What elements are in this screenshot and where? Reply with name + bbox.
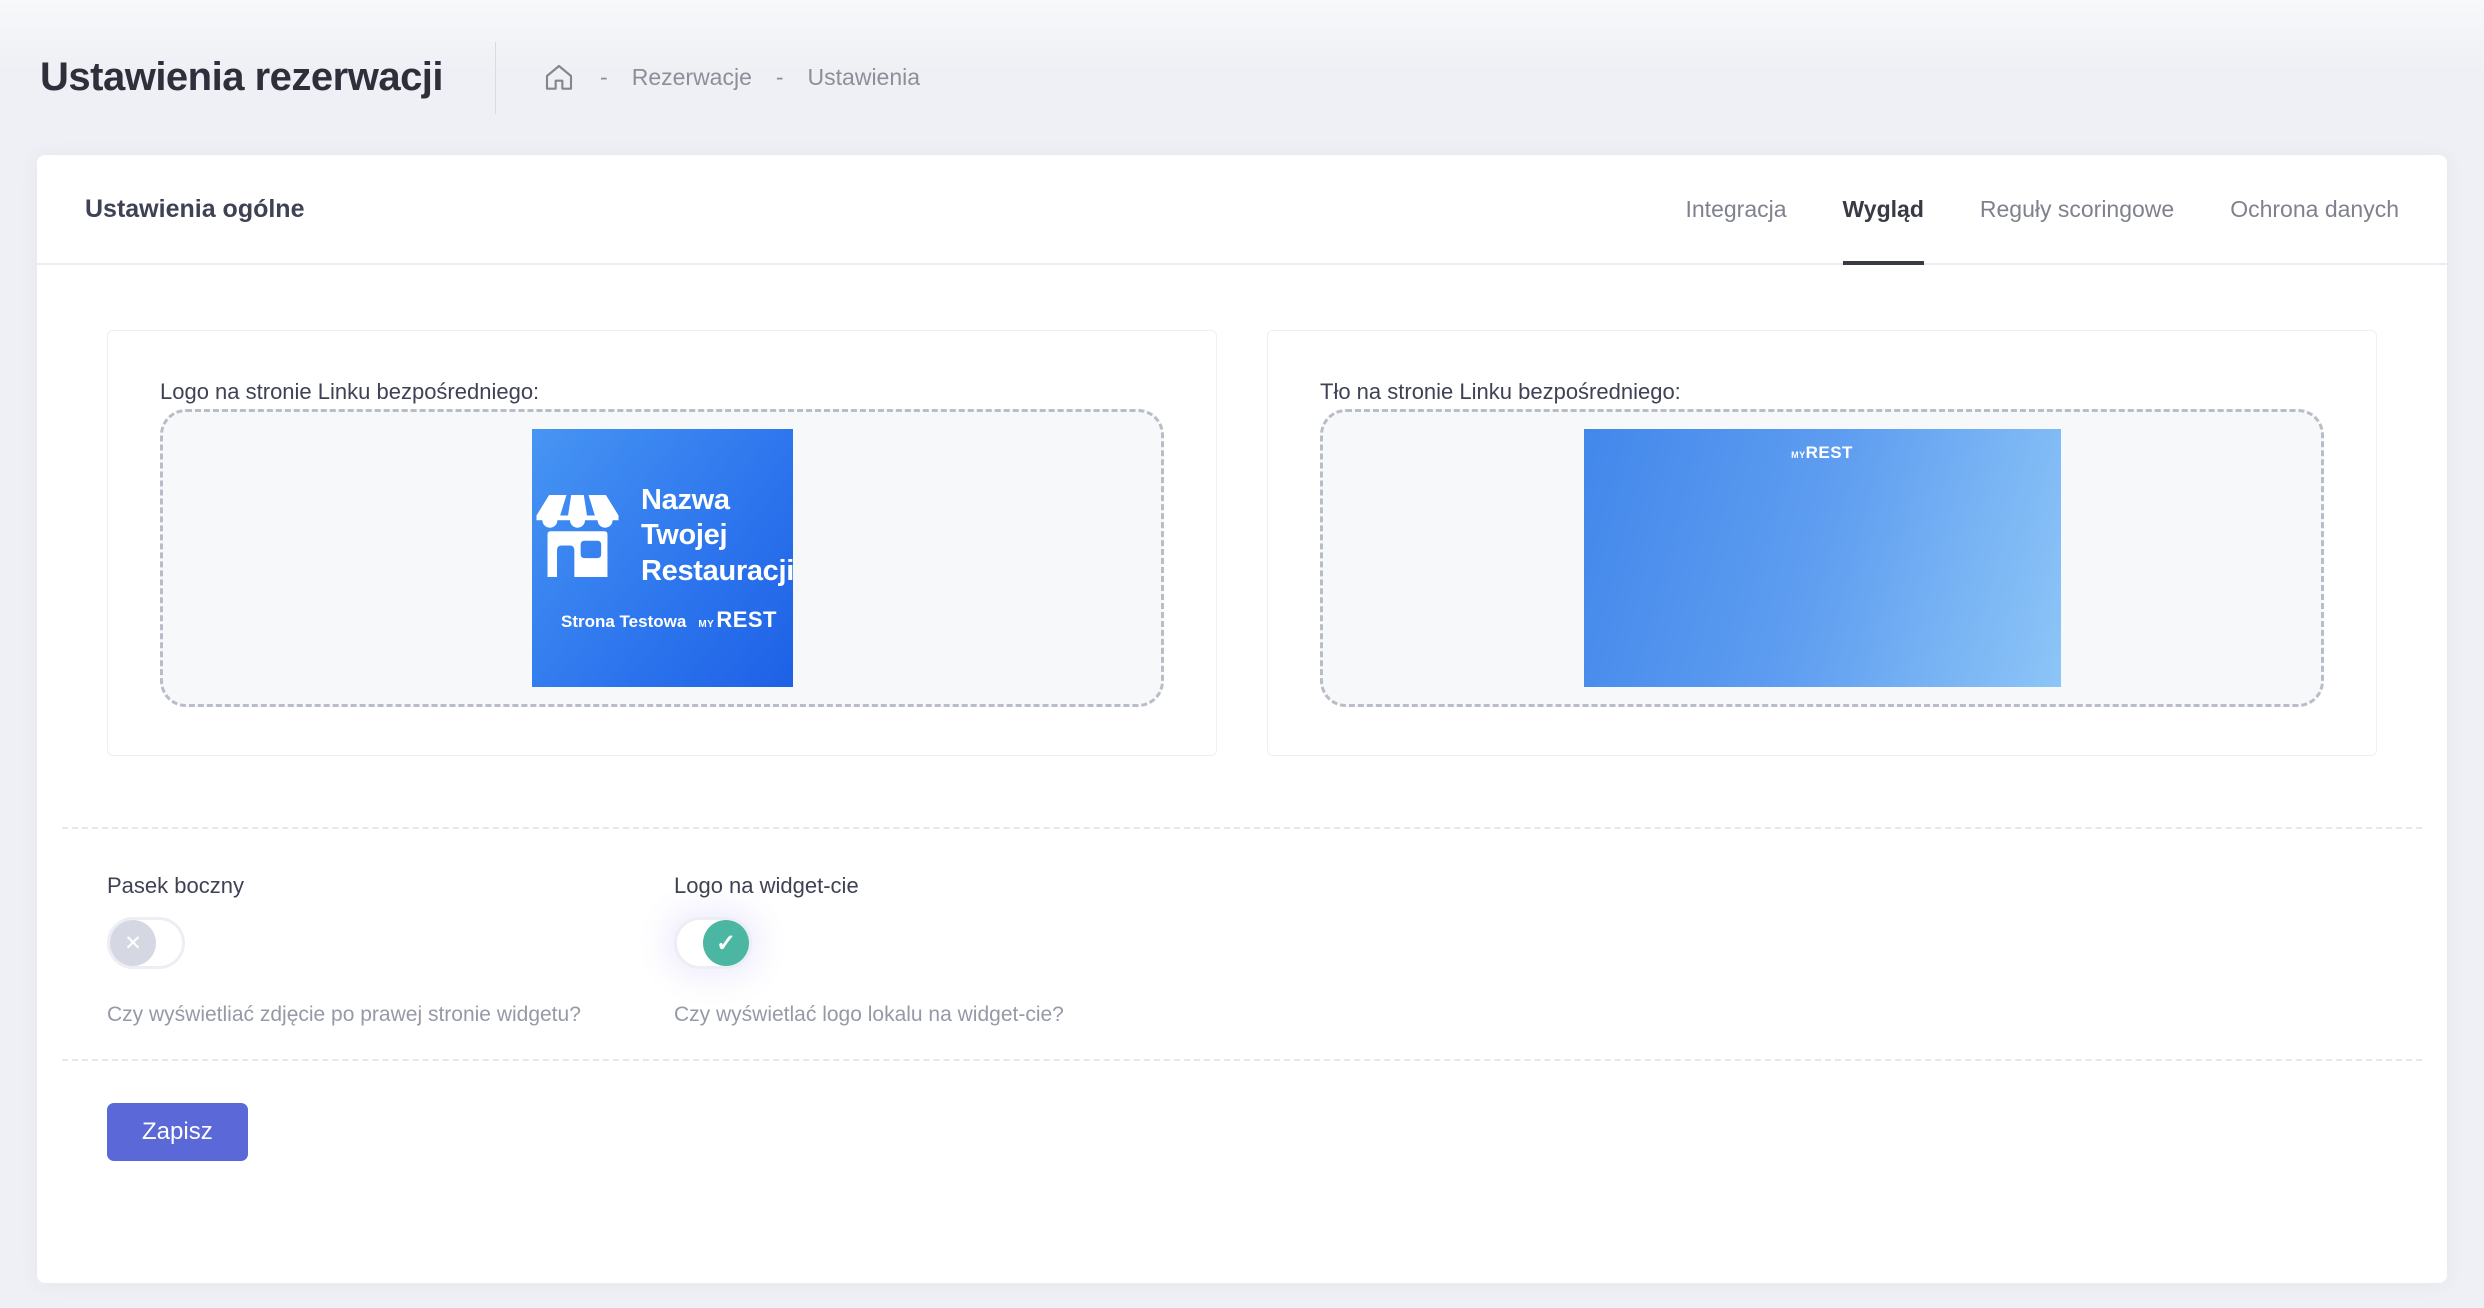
breadcrumb: - Rezerwacje - Ustawienia: [542, 62, 920, 94]
page-header: Ustawienia rezerwacji - Rezerwacje - Ust…: [0, 0, 2484, 155]
background-preview-image: MY REST: [1583, 429, 2061, 687]
breadcrumb-item-rezerwacje[interactable]: Rezerwacje: [631, 64, 752, 90]
widget-logo-toggle[interactable]: ✓: [674, 917, 752, 969]
save-row: Zapisz: [107, 1103, 2377, 1161]
sidebar-toggle-group: Pasek boczny ✕ Czy wyświetliać zdjęcie p…: [107, 873, 674, 1027]
background-dropzone[interactable]: MY REST: [1320, 409, 2324, 707]
logo-dropzone[interactable]: Nazwa Twojej Restauracji Strona Testowa …: [160, 409, 1164, 707]
widget-logo-toggle-label: Logo na widget-cie: [674, 873, 859, 898]
home-icon[interactable]: [542, 62, 576, 94]
logo-subtitle: Strona Testowa MY REST: [560, 607, 777, 633]
breadcrumb-separator: -: [600, 64, 608, 90]
page-title: Ustawienia rezerwacji: [40, 55, 444, 99]
check-icon: ✓: [703, 920, 749, 966]
logo-preview-image: Nazwa Twojej Restauracji Strona Testowa …: [530, 429, 795, 687]
tab-reguly-scoringowe[interactable]: Reguły scoringowe: [1979, 195, 2175, 222]
sidebar-toggle[interactable]: ✕: [107, 917, 185, 969]
sidebar-toggle-label: Pasek boczny: [107, 873, 244, 898]
settings-card: Ustawienia ogólne Integracja Wygląd Regu…: [37, 155, 2447, 1283]
widget-logo-toggle-help: Czy wyświetlać logo lokalu na widget-cie…: [674, 1003, 1064, 1026]
tab-ochrona-danych[interactable]: Ochrona danych: [2230, 195, 2399, 222]
tabs: Integracja Wygląd Reguły scoringowe Ochr…: [1685, 155, 2399, 265]
x-icon: ✕: [110, 920, 156, 966]
save-button[interactable]: Zapisz: [107, 1103, 248, 1161]
widget-logo-toggle-group: Logo na widget-cie ✓ Czy wyświetlać logo…: [674, 873, 1241, 1027]
card-header: Ustawienia ogólne Integracja Wygląd Regu…: [37, 155, 2447, 265]
myrest-brand: REST: [716, 607, 777, 633]
myrest-brand-small: MY: [698, 619, 715, 631]
sidebar-toggle-help: Czy wyświetliać zdjęcie po prawej stroni…: [107, 1003, 581, 1026]
card-title: Ustawienia ogólne: [85, 194, 305, 223]
breadcrumb-separator: -: [775, 64, 784, 90]
tab-integracja[interactable]: Integracja: [1685, 195, 1787, 222]
background-upload-panel: Tło na stronie Linku bezpośredniego: MY …: [1267, 330, 2377, 756]
dashed-separator-bottom: [62, 1059, 2422, 1061]
upload-panels-row: Logo na stronie Linku bezpośredniego:: [107, 330, 2377, 756]
tab-wyglad[interactable]: Wygląd: [1842, 155, 1925, 265]
toggles-row: Pasek boczny ✕ Czy wyświetliać zdjęcie p…: [107, 873, 2377, 1027]
header-divider: [495, 41, 497, 114]
dashed-separator-top: [62, 827, 2422, 829]
logo-upload-label: Logo na stronie Linku bezpośredniego:: [160, 379, 540, 404]
myrest-watermark: MY REST: [1791, 443, 1853, 462]
background-upload-label: Tło na stronie Linku bezpośredniego:: [1320, 379, 1681, 404]
breadcrumb-item-ustawienia[interactable]: Ustawienia: [807, 64, 921, 90]
logo-upload-panel: Logo na stronie Linku bezpośredniego:: [107, 330, 1217, 756]
logo-restaurant-name: Nazwa Twojej Restauracji: [640, 483, 795, 587]
storefront-icon: [530, 495, 625, 577]
